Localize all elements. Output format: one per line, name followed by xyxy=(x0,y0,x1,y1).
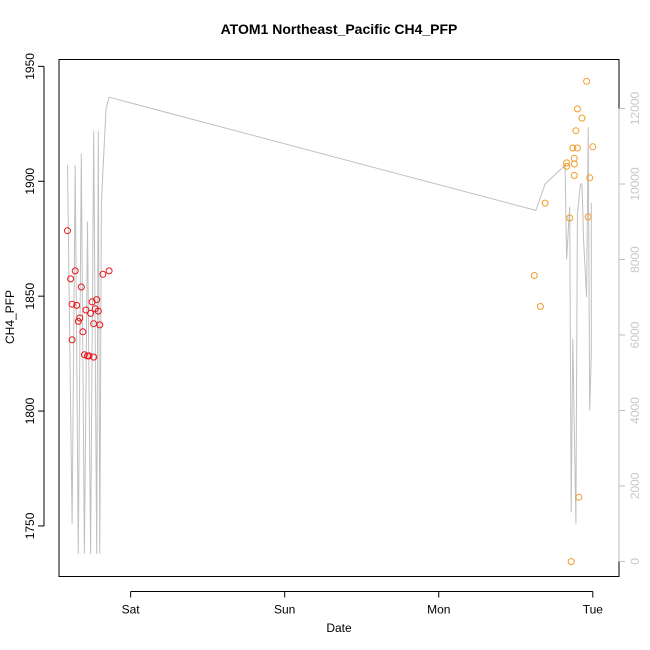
axes-layer: Sat Sun Mon Tue 1750 1800 1850 1900 1950 0 2000 400… xyxy=(23,53,642,617)
data-point-series-1 xyxy=(87,309,95,317)
data-point-series-2 xyxy=(570,154,578,162)
data-point-series-1 xyxy=(76,314,84,322)
data-point-series-1 xyxy=(79,328,87,336)
y-axis-label: CH4_PFP xyxy=(3,290,17,344)
data-point-series-2 xyxy=(563,159,571,167)
data-point-series-1 xyxy=(90,320,98,328)
data-point-series-1 xyxy=(71,267,79,275)
data-point-series-1 xyxy=(99,270,107,278)
data-point-series-1 xyxy=(73,301,81,309)
x-axis-label: Date xyxy=(326,621,352,635)
y2-tick-label: 0 xyxy=(628,558,642,565)
x-tick-label: Mon xyxy=(427,602,450,616)
y-tick-label: 1750 xyxy=(23,512,37,539)
data-point-series-2 xyxy=(570,160,578,168)
data-point-series-2 xyxy=(536,303,544,310)
data-point-series-2 xyxy=(569,144,577,152)
data-point-series-1 xyxy=(68,336,76,344)
series-line xyxy=(67,96,592,554)
data-point-series-2 xyxy=(573,144,581,152)
data-point-series-1 xyxy=(93,296,101,304)
data-point-series-1 xyxy=(67,275,75,283)
data-point-series-2 xyxy=(572,127,580,135)
y2-tick-label: 8000 xyxy=(628,246,642,273)
data-point-series-2 xyxy=(563,162,571,170)
data-point-series-1 xyxy=(105,267,113,275)
y-tick-label: 1800 xyxy=(23,397,37,424)
data-point-series-1 xyxy=(77,283,85,291)
data-point-series-2 xyxy=(541,199,549,207)
secondary-line-layer xyxy=(67,96,592,554)
y-tick-label: 1900 xyxy=(23,168,37,195)
chart-title: ATOM1 Northeast_Pacific CH4_PFP xyxy=(221,21,458,37)
data-point-series-1 xyxy=(74,317,82,325)
data-point-series-2 xyxy=(530,272,538,279)
data-point-series-1 xyxy=(68,300,76,308)
data-point-series-2 xyxy=(570,172,578,179)
x-tick-label: Tue xyxy=(583,602,604,616)
points-layer xyxy=(64,77,597,566)
data-point-series-1 xyxy=(94,307,102,315)
data-point-series-1 xyxy=(82,306,90,314)
data-point-series-2 xyxy=(578,114,586,122)
data-point-series-2 xyxy=(586,174,594,182)
plot-frame xyxy=(58,59,620,577)
data-point-series-1 xyxy=(85,352,93,360)
data-point-series-1 xyxy=(90,353,98,361)
y-tick-label: 1950 xyxy=(23,53,37,80)
y2-tick-label: 6000 xyxy=(628,321,642,348)
data-point-series-1 xyxy=(80,351,88,359)
data-point-series-1 xyxy=(96,321,104,329)
data-point-series-2 xyxy=(583,77,591,85)
data-point-series-2 xyxy=(575,493,583,501)
data-point-series-2 xyxy=(589,143,597,151)
y2-tick-label: 10000 xyxy=(628,167,642,201)
x-tick-label: Sun xyxy=(274,602,295,616)
data-point-series-2 xyxy=(567,558,575,566)
x-tick-label: Sat xyxy=(122,602,141,616)
y2-tick-label: 4000 xyxy=(628,397,642,424)
y-tick-label: 1850 xyxy=(23,283,37,310)
y2-tick-label: 12000 xyxy=(628,92,642,126)
data-point-series-2 xyxy=(573,105,581,113)
y2-tick-label: 2000 xyxy=(628,472,642,499)
data-point-series-2 xyxy=(584,213,592,221)
data-point-series-1 xyxy=(64,227,71,235)
data-point-series-2 xyxy=(566,214,574,222)
